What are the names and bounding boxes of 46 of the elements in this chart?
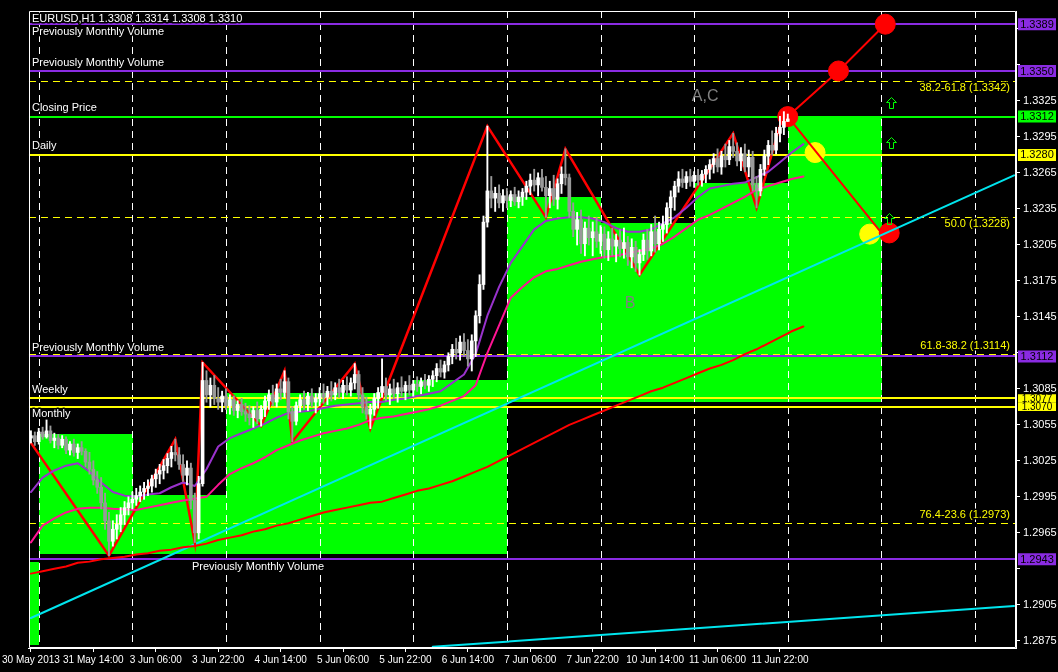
y-tick-label: 1.3055	[1023, 417, 1057, 430]
x-tick-label: 3 Jun 22:00	[192, 653, 245, 665]
ref-line-label: Weekly	[31, 383, 69, 396]
annotation: 1.3312	[1020, 110, 1054, 123]
annotation: 1.2943	[1020, 552, 1054, 565]
ref-line-label: Monthly	[31, 407, 71, 420]
ref-line-label: Closing Price	[31, 101, 97, 114]
y-tick-label: 1.2965	[1023, 525, 1057, 538]
annotation: 1.3280	[1020, 148, 1054, 161]
ref-line-label: 76.4-23.6 (1.2973)	[919, 508, 1011, 521]
x-tick-label: 6 Jun 14:00	[441, 653, 495, 665]
y-tick-label: 1.3085	[1023, 381, 1057, 394]
y-tick-label: 1.3325	[1023, 94, 1057, 106]
ref-line-label: 50.0 (1.3228)	[944, 217, 1010, 230]
y-tick-label: 1.3235	[1023, 201, 1057, 214]
annotation: 1.3389	[1020, 17, 1054, 30]
ref-line-label: Previously Monthly Volume	[31, 341, 165, 354]
x-tick-label: 7 Jun 22:00	[566, 653, 620, 665]
x-tick-label: 11 Jun 22:00	[751, 653, 809, 665]
x-tick-label: 11 Jun 06:00	[689, 653, 747, 665]
x-tick-label: 31 May 14:00	[63, 653, 125, 665]
annotation: 1.3112	[1020, 350, 1054, 363]
x-tick-label: 5 Jun 22:00	[379, 653, 433, 665]
y-tick-label: 1.2995	[1023, 489, 1057, 502]
ref-line-label: Previously Monthly Volume	[31, 24, 165, 37]
y-tick-label: 1.3265	[1023, 165, 1057, 178]
y-tick-label: 1.2875	[1023, 633, 1057, 646]
y-tick-label: 1.2905	[1023, 597, 1057, 610]
annotation: 1.3350	[1020, 64, 1054, 77]
chart-title: EURUSD,H1 1.3308 1.3314 1.3308 1.3310	[31, 11, 243, 24]
annotation: A,C	[691, 86, 719, 104]
y-tick-label: 1.3295	[1023, 129, 1057, 142]
text: 1.3077	[1021, 392, 1053, 404]
y-tick-label: 1.3205	[1023, 237, 1057, 250]
y-tick-label: 1.3145	[1023, 309, 1057, 322]
text: 1.3070	[1021, 401, 1053, 413]
x-tick-label: 4 Jun 14:00	[254, 653, 308, 665]
x-tick-label: 7 Jun 06:00	[504, 653, 557, 665]
x-tick-label: 5 Jun 06:00	[316, 653, 370, 665]
x-tick-label: 10 Jun 14:00	[626, 653, 685, 665]
y-tick-label: 1.3175	[1023, 273, 1057, 286]
ref-line-label: 61.8-38.2 (1.3114)	[920, 339, 1011, 352]
annotation: B	[624, 293, 636, 311]
x-tick-label: 30 May 2013	[2, 653, 61, 665]
x-tick-label: 3 Jun 06:00	[129, 653, 183, 665]
y-tick-label: 1.3025	[1023, 453, 1057, 466]
